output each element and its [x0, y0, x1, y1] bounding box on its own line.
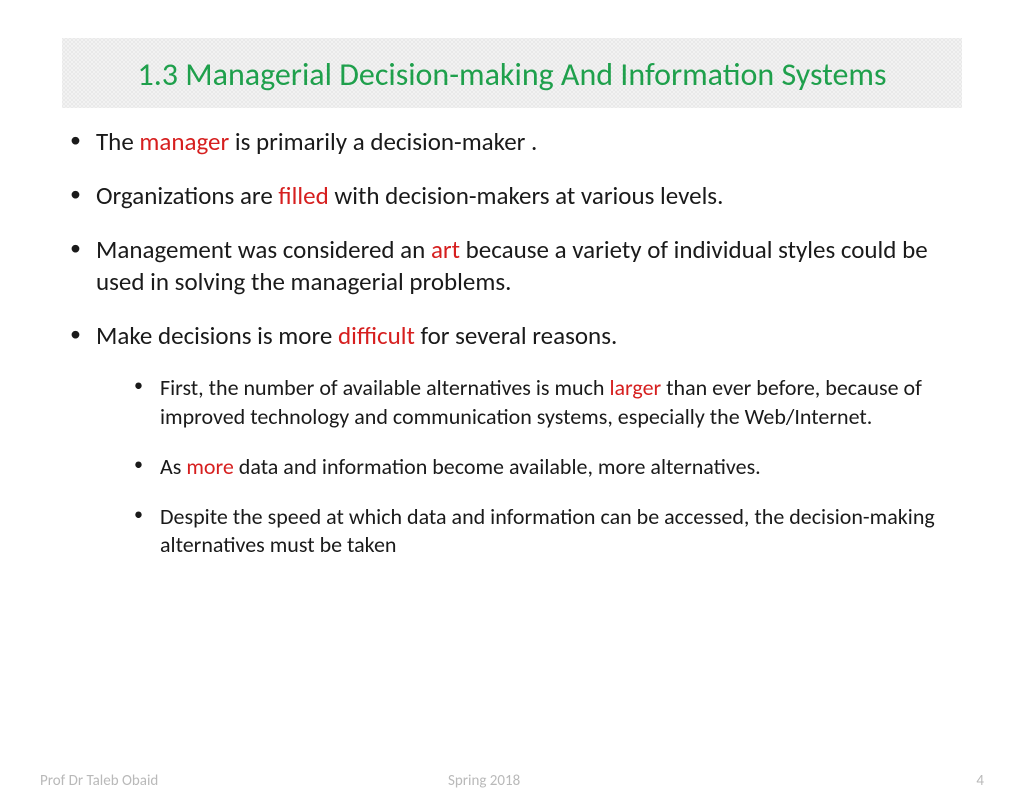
highlight-text: difficult	[338, 320, 415, 351]
list-item: Make decisions is more difficult for sev…	[62, 320, 962, 352]
highlight-text: filled	[278, 180, 328, 211]
highlight-text: more	[186, 453, 234, 480]
slide-body: The manager is primarily a decision-make…	[62, 126, 962, 559]
text-run: First, the number of available alternati…	[160, 374, 609, 401]
footer-author: Prof Dr Taleb Obaid	[40, 772, 158, 790]
highlight-text: larger	[609, 374, 661, 401]
slide-title: 1.3 Managerial Decision-making And Infor…	[62, 38, 962, 108]
footer-page: 4	[976, 772, 984, 790]
footer-term: Spring 2018	[448, 772, 520, 790]
text-run: for several reasons.	[415, 320, 617, 351]
text-run: data and information become available, m…	[234, 453, 761, 480]
list-item: The manager is primarily a decision-make…	[62, 126, 962, 158]
highlight-text: manager	[139, 126, 229, 157]
text-run: Despite the speed at which data and info…	[160, 503, 935, 558]
list-item: As more data and information become avai…	[126, 453, 962, 481]
text-run: Organizations are	[96, 180, 278, 211]
slide: 1.3 Managerial Decision-making And Infor…	[0, 38, 1024, 806]
list-item: Organizations are filled with decision-m…	[62, 180, 962, 212]
text-run: with decision-makers at various levels.	[329, 180, 724, 211]
list-item: Management was considered an art because…	[62, 234, 962, 298]
text-run: As	[160, 453, 186, 480]
text-run: The	[96, 126, 139, 157]
highlight-text: art	[431, 234, 460, 265]
text-run: Make decisions is more	[96, 320, 338, 351]
text-run: Management was considered an	[96, 234, 431, 265]
bullet-list-level2: First, the number of available alternati…	[62, 374, 962, 559]
list-item: First, the number of available alternati…	[126, 374, 962, 430]
bullet-list-level1: The manager is primarily a decision-make…	[62, 126, 962, 352]
text-run: is primarily a decision-maker .	[229, 126, 537, 157]
list-item: Despite the speed at which data and info…	[126, 503, 962, 559]
